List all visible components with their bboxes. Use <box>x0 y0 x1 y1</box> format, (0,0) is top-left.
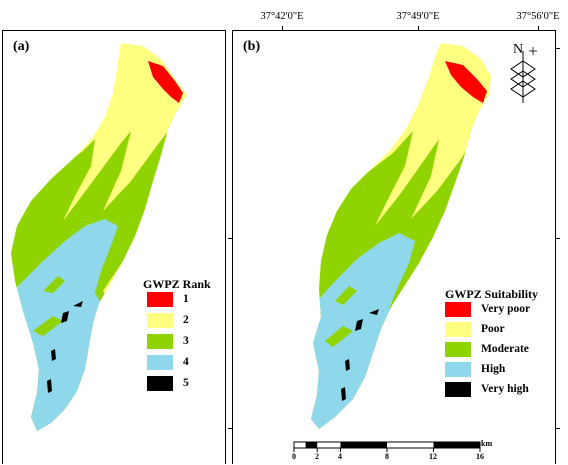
map-panel-b: (b) N GWPZ Suitability Very poor <box>232 30 556 464</box>
legend-b-label-1: Very poor <box>481 303 531 315</box>
scale-unit: km <box>481 439 493 448</box>
legend-b-label-2: Poor <box>481 323 505 335</box>
scale-tick-0: 0 <box>292 452 296 461</box>
left-tick-2 <box>228 428 233 429</box>
legend-a-item-3: 3 <box>147 333 189 349</box>
legend-b-item-1: Very poor <box>445 301 530 317</box>
legend-a-label-1: 1 <box>183 293 189 305</box>
legend-a-item-1: 1 <box>147 291 189 307</box>
right-tick-1 <box>555 48 560 49</box>
legend-a-item-4: 4 <box>147 354 189 370</box>
legend-b-label-4: High <box>481 363 506 375</box>
legend-a-swatch-5 <box>147 375 173 391</box>
legend-a-label-4: 4 <box>183 356 189 368</box>
scale-bar-graphic <box>293 441 481 452</box>
scale-tick-12: 12 <box>429 452 437 461</box>
scale-tick-8: 8 <box>385 452 389 461</box>
right-tick-2 <box>555 238 560 239</box>
legend-b-item-2: Poor <box>445 321 505 337</box>
legend-b-swatch-4 <box>445 361 471 377</box>
legend-a-swatch-3 <box>147 333 173 349</box>
scale-bar: 0 2 4 8 12 16 km <box>292 438 492 464</box>
legend-b-swatch-1 <box>445 301 471 317</box>
legend-a-swatch-4 <box>147 354 173 370</box>
left-tick-1 <box>228 238 233 239</box>
panel-a-label: (a) <box>13 39 30 54</box>
longitude-label-1: 37°42'0"E <box>260 11 304 22</box>
longitude-label-3: 37°56'0"E <box>516 11 560 22</box>
legend-b-swatch-3 <box>445 341 471 357</box>
scale-tick-4: 4 <box>338 452 342 461</box>
map-panel-a: (a) GWPZ Rank 1 2 3 4 5 <box>2 30 226 464</box>
legend-a-label-2: 2 <box>183 314 189 326</box>
top-tick-1 <box>282 26 283 31</box>
panel-b-label: (b) <box>243 39 261 54</box>
top-tick-2 <box>418 26 419 31</box>
watershed-map-a <box>11 43 187 431</box>
legend-a-swatch-1 <box>147 291 173 307</box>
legend-b-item-5: Very high <box>445 381 529 397</box>
longitude-label-2: 37°49'0"E <box>396 11 440 22</box>
right-tick-3 <box>555 428 560 429</box>
scale-tick-16: 16 <box>476 452 484 461</box>
watershed-map-b: N <box>311 42 537 429</box>
legend-b-item-4: High <box>445 361 505 377</box>
top-tick-3 <box>538 26 539 31</box>
legend-b-label-3: Moderate <box>481 343 529 355</box>
north-label: N <box>513 42 523 57</box>
legend-b-swatch-5 <box>445 381 471 397</box>
legend-b-title: GWPZ Suitability <box>445 287 539 301</box>
legend-a-swatch-2 <box>147 312 173 328</box>
legend-b-swatch-2 <box>445 321 471 337</box>
legend-a-label-5: 5 <box>183 377 189 389</box>
legend-a-item-2: 2 <box>147 312 189 328</box>
legend-a-label-3: 3 <box>183 335 189 347</box>
scale-tick-2: 2 <box>315 452 319 461</box>
legend-b-item-3: Moderate <box>445 341 529 357</box>
legend-a-title: GWPZ Rank <box>143 277 211 291</box>
legend-a-item-5: 5 <box>147 375 189 391</box>
north-arrow-icon <box>510 47 537 103</box>
legend-b-label-5: Very high <box>481 383 529 395</box>
